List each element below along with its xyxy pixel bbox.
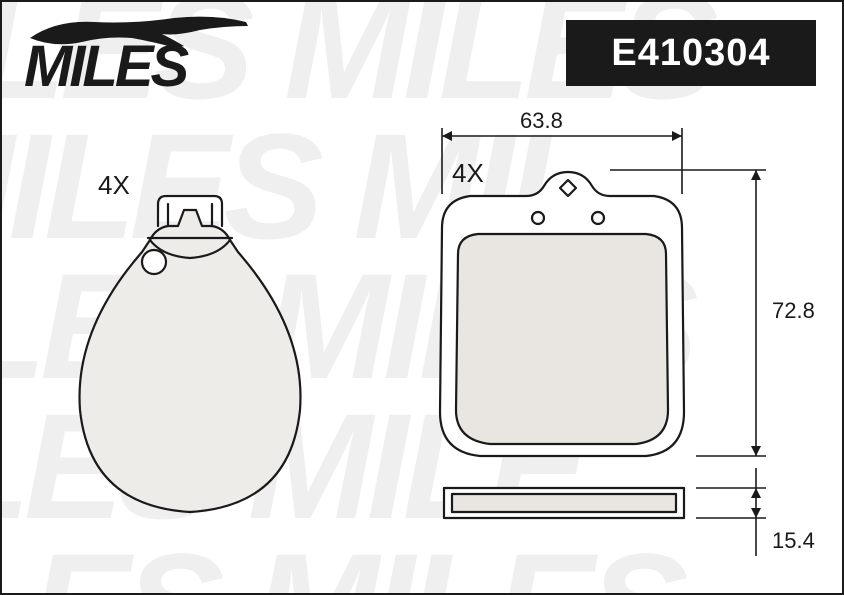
brake-pad-diagram	[400, 100, 820, 580]
part-number-text: E410304	[611, 32, 770, 75]
spring-clip-diagram	[50, 190, 330, 520]
brand-logo: MILES	[24, 16, 254, 94]
brand-logo-text: MILES	[24, 34, 190, 94]
part-number-badge: E410304	[566, 20, 816, 86]
